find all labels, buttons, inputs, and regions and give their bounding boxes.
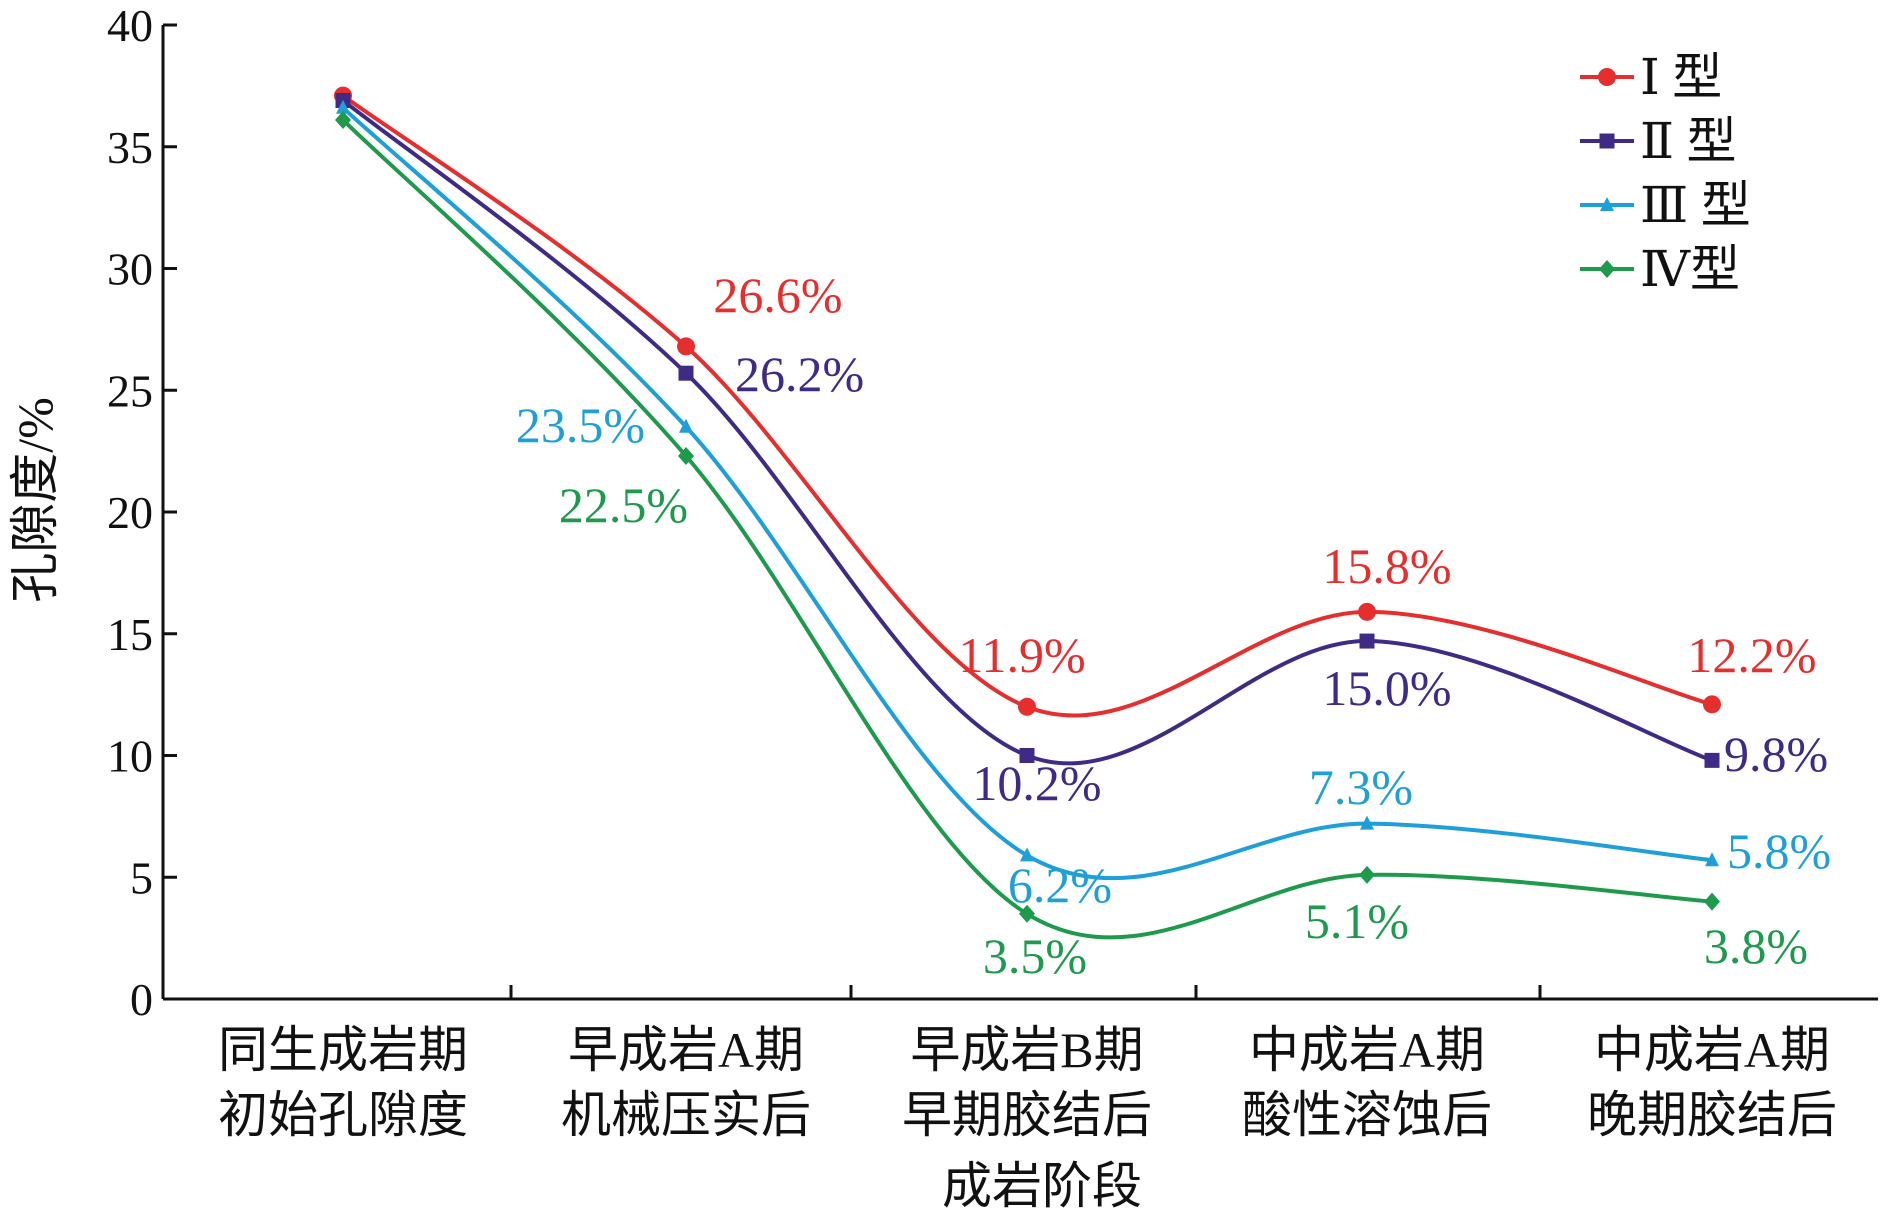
series-4 (335, 110, 1720, 940)
series-line (341, 98, 1713, 766)
legend-label: Ⅳ型 (1640, 241, 1740, 297)
data-label: 6.2% (1008, 857, 1112, 913)
y-tick-label: 0 (130, 974, 153, 1025)
y-tick-label: 5 (130, 852, 153, 903)
x-category-label: 中成岩A期 (1249, 1022, 1485, 1078)
x-category-label: 晚期胶结后 (1587, 1087, 1837, 1143)
data-label: 7.3% (1309, 759, 1413, 815)
data-point (1705, 852, 1719, 867)
legend-marker (1600, 197, 1614, 211)
data-point (1359, 633, 1375, 649)
data-label: 23.5% (516, 397, 645, 453)
data-label: 5.1% (1305, 893, 1409, 949)
y-tick-label: 35 (107, 122, 153, 173)
legend: Ⅰ 型 Ⅱ 型 Ⅲ 型 Ⅳ型 (1580, 49, 1751, 297)
legend-label: Ⅲ 型 (1640, 177, 1751, 233)
legend-item: Ⅲ 型 (1580, 177, 1751, 233)
y-tick-label: 40 (107, 0, 153, 51)
data-point (1358, 602, 1376, 621)
x-category-label: 中成岩A期 (1594, 1022, 1830, 1078)
data-point (1703, 695, 1721, 714)
x-category-label: 早成岩B期 (910, 1022, 1143, 1078)
x-axis-title: 成岩阶段 (942, 1158, 1142, 1214)
data-point (1019, 748, 1035, 763)
data-label: 12.2% (1687, 627, 1816, 683)
data-label: 9.8% (1724, 726, 1828, 782)
data-label: 26.6% (713, 267, 842, 323)
data-label: 11.9% (958, 627, 1085, 683)
x-category-label: 机械压实后 (561, 1087, 811, 1143)
data-point (1704, 752, 1720, 768)
data-point (1018, 697, 1036, 716)
data-label: 15.0% (1322, 660, 1451, 716)
y-axis-title: 孔隙度/% (7, 397, 63, 603)
data-point (1359, 865, 1375, 884)
data-point (336, 99, 350, 114)
series-line (341, 106, 1713, 881)
series-line (341, 118, 1713, 940)
legend-item: Ⅰ 型 (1580, 49, 1722, 105)
legend-label: Ⅱ 型 (1640, 113, 1736, 169)
y-ticks: 0 5 10 15 20 25 30 35 40 (107, 0, 177, 1025)
legend-item: Ⅱ 型 (1580, 113, 1736, 169)
x-category-label: 初始孔隙度 (218, 1087, 468, 1143)
x-category-label: 同生成岩期 (218, 1022, 468, 1078)
data-label: 15.8% (1322, 538, 1451, 594)
data-point (1019, 904, 1035, 923)
legend-marker (1599, 133, 1615, 149)
data-label: 5.8% (1727, 823, 1831, 879)
data-label: 10.2% (972, 755, 1101, 811)
y-tick-label: 25 (107, 365, 153, 416)
y-tick-label: 10 (107, 731, 153, 782)
legend-marker (1599, 260, 1615, 278)
data-label: 3.8% (1704, 918, 1808, 974)
data-point (1020, 847, 1034, 862)
x-category-label: 早成岩A期 (568, 1022, 804, 1078)
data-labels: 26.6% 11.9% 15.8% 12.2% 26.2% 10.2% 15.0% 9.8% 2… (516, 267, 1831, 984)
x-category-label: 酸性溶蚀后 (1242, 1087, 1492, 1143)
y-tick-label: 15 (107, 609, 153, 660)
series-3 (336, 99, 1719, 881)
legend-marker (1598, 68, 1616, 86)
series-layer (334, 86, 1721, 940)
x-category-label: 早期胶结后 (902, 1087, 1152, 1143)
data-point (678, 365, 694, 381)
data-label: 26.2% (735, 346, 864, 402)
y-tick-label: 20 (107, 487, 153, 538)
data-label: 22.5% (559, 477, 688, 533)
legend-item: Ⅳ型 (1580, 241, 1740, 297)
y-tick-label: 30 (107, 244, 153, 295)
data-label: 3.5% (983, 928, 1087, 984)
series-2 (335, 92, 1720, 768)
legend-label: Ⅰ 型 (1640, 49, 1722, 105)
data-point (677, 337, 695, 356)
data-point (679, 418, 693, 433)
data-point (1360, 815, 1374, 830)
data-point (1704, 892, 1720, 911)
data-point (335, 110, 351, 129)
data-point (678, 446, 694, 465)
